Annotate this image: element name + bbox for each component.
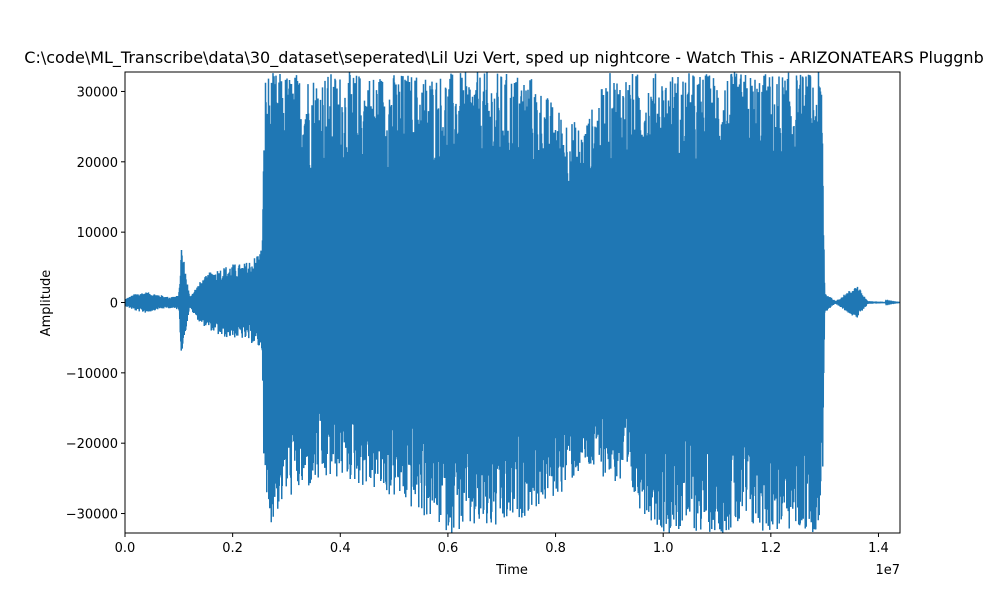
x-tick-label: 0.2 [222,541,243,556]
x-axis: 0.0 0.2 0.4 0.6 0.8 1.0 1.2 1.4 [115,533,889,556]
y-tick-label: 0 [110,296,118,311]
x-tick-label: 1.2 [760,541,781,556]
x-tick-label: 0.0 [115,541,136,556]
x-tick-label: 0.8 [545,541,566,556]
y-tick-label: 10000 [77,226,118,241]
y-tick-label: −10000 [66,367,118,382]
chart-title: C:\code\ML_Transcribe\data\30_dataset\se… [24,48,983,68]
data-layer [125,72,900,533]
y-axis: −30000 −20000 −10000 0 10000 20000 30000 [66,85,125,523]
x-axis-label: Time [495,563,528,578]
x-tick-label: 1.0 [653,541,674,556]
y-axis-label: Amplitude [39,270,54,337]
x-tick-label: 0.4 [330,541,351,556]
waveform-series-line [125,72,900,533]
y-tick-label: −30000 [66,508,118,523]
x-tick-label: 1.4 [868,541,889,556]
x-tick-label: 0.6 [438,541,459,556]
x-axis-offset-label: 1e7 [875,563,900,578]
y-tick-label: −20000 [66,437,118,452]
y-tick-label: 20000 [77,156,118,171]
y-tick-label: 30000 [77,85,118,100]
